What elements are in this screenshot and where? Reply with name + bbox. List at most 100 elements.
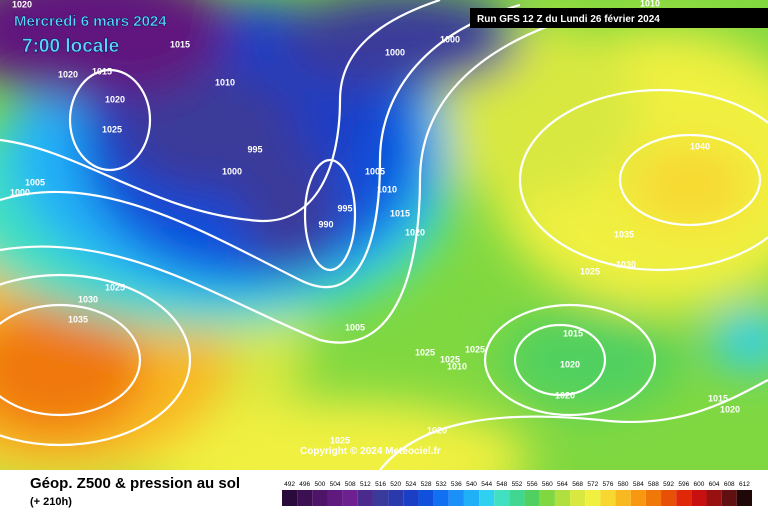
colorbar-label: 572 — [587, 481, 598, 488]
colorbar-swatch — [721, 490, 737, 506]
colorbar-label: 588 — [648, 481, 659, 488]
colorbar-swatch — [448, 490, 464, 506]
isobar-label: 1000 — [440, 34, 460, 44]
colorbar-swatch — [524, 490, 540, 506]
isobar-label: 1020 — [427, 425, 447, 435]
run-banner — [470, 8, 768, 28]
isobar-label: 1020 — [560, 359, 580, 369]
isobar-label: 1010 — [377, 184, 397, 194]
colorbar-swatch — [676, 490, 692, 506]
isobar-label: 1030 — [616, 259, 636, 269]
isobar-label: 1025 — [580, 266, 600, 276]
colorbar-label: 556 — [527, 481, 538, 488]
colorbar-swatch — [691, 490, 707, 506]
colorbar-label: 612 — [739, 481, 750, 488]
colorbar-swatch — [372, 490, 389, 506]
isobar-lines — [0, 0, 768, 470]
colorbar-swatch — [479, 490, 495, 506]
colorbar-label: 496 — [299, 481, 310, 488]
colorbar-swatch — [463, 490, 480, 506]
isobar-label: 1025 — [440, 354, 460, 364]
colorbar-label: 608 — [724, 481, 735, 488]
colorbar-label: 544 — [481, 481, 492, 488]
colorbar-swatch — [282, 490, 298, 506]
colorbar-swatch — [615, 490, 631, 506]
colorbar-label: 512 — [360, 481, 371, 488]
colorbar-label: 564 — [557, 481, 568, 488]
colorbar-label: 500 — [314, 481, 325, 488]
colorbar-swatch — [357, 490, 373, 506]
colorbar-label: 576 — [603, 481, 614, 488]
colorbar-label: 536 — [451, 481, 462, 488]
colorbar-swatch — [403, 490, 419, 506]
isobar-label: 1005 — [365, 166, 385, 176]
colorbar-label: 596 — [678, 481, 689, 488]
isobar-label: 1000 — [385, 47, 405, 57]
colorbar-label: 560 — [542, 481, 553, 488]
colorbar-swatch — [418, 490, 434, 506]
isobar-label: 1020 — [105, 94, 125, 104]
isobar-label: 1015 — [170, 39, 190, 49]
colorbar-label: 568 — [572, 481, 583, 488]
colorbar-swatch — [645, 490, 662, 506]
colorbar-swatch — [509, 490, 525, 506]
time-label: 7:00 locale — [22, 36, 119, 57]
isobar-label: 1010 — [215, 77, 235, 87]
isobar-label: 1025 — [102, 124, 122, 134]
isobar-label: 990 — [318, 219, 333, 229]
isobar-label: 1035 — [614, 229, 634, 239]
colorbar-label: 600 — [694, 481, 705, 488]
colorbar-swatch — [570, 490, 586, 506]
isobar-label: 1005 — [345, 322, 365, 332]
isobar-label: 1015 — [708, 393, 728, 403]
isobar-label: 1005 — [25, 177, 45, 187]
isobar-label: 1000 — [10, 187, 30, 197]
isobar-label: 1020 — [720, 404, 740, 414]
run-label: Run GFS 12 Z du Lundi 26 février 2024 — [477, 14, 660, 25]
colorbar-label: 548 — [496, 481, 507, 488]
colorbar-label: 580 — [618, 481, 629, 488]
isobar-label: 1015 — [563, 328, 583, 338]
isobar-label: 1015 — [92, 66, 112, 76]
isobar-label: 1025 — [105, 282, 125, 292]
colorbar-swatch — [600, 490, 616, 506]
colorbar-swatch — [327, 490, 343, 506]
footer-title: Géop. Z500 & pression au sol — [30, 475, 240, 492]
colorbar-swatch — [342, 490, 358, 506]
colorbar-swatch — [585, 490, 601, 506]
colorbar-label: 552 — [512, 481, 523, 488]
isobar-label: 1015 — [390, 208, 410, 218]
colorbar-swatch — [736, 490, 752, 506]
isobar-label: 1025 — [330, 435, 350, 445]
isobar-label: 1040 — [690, 141, 710, 151]
isobar-label: 1010 — [640, 0, 660, 8]
colorbar-swatch — [494, 490, 510, 506]
isobar-label: 995 — [247, 144, 262, 154]
footer-lead: (+ 210h) — [30, 496, 72, 508]
colorbar-swatch — [554, 490, 571, 506]
isobar-label: 1020 — [555, 390, 575, 400]
colorbar-swatch — [312, 490, 328, 506]
colorbar-label: 584 — [633, 481, 644, 488]
colorbar-label: 604 — [709, 481, 720, 488]
isobar-label: 1010 — [447, 361, 467, 371]
colorbar-label: 508 — [345, 481, 356, 488]
colorbar-label: 528 — [421, 481, 432, 488]
colorbar-label: 524 — [405, 481, 416, 488]
colorbar-swatch — [706, 490, 722, 506]
date-label: Mercredi 6 mars 2024 — [14, 13, 167, 30]
colorbar-label: 540 — [466, 481, 477, 488]
isobar-label: 1035 — [68, 314, 88, 324]
isobar-label: 1020 — [58, 69, 78, 79]
colorbar-swatch — [661, 490, 677, 506]
colorbar-swatch — [433, 490, 449, 506]
colorbar-label: 492 — [284, 481, 295, 488]
isobar-label: 1030 — [78, 294, 98, 304]
isobar-label: 995 — [337, 203, 352, 213]
colorbar-swatch — [388, 490, 404, 506]
colorbar-label: 520 — [390, 481, 401, 488]
copyright: Copyright © 2024 Meteociel.fr — [300, 446, 441, 457]
isobar-label: 1020 — [12, 0, 32, 9]
